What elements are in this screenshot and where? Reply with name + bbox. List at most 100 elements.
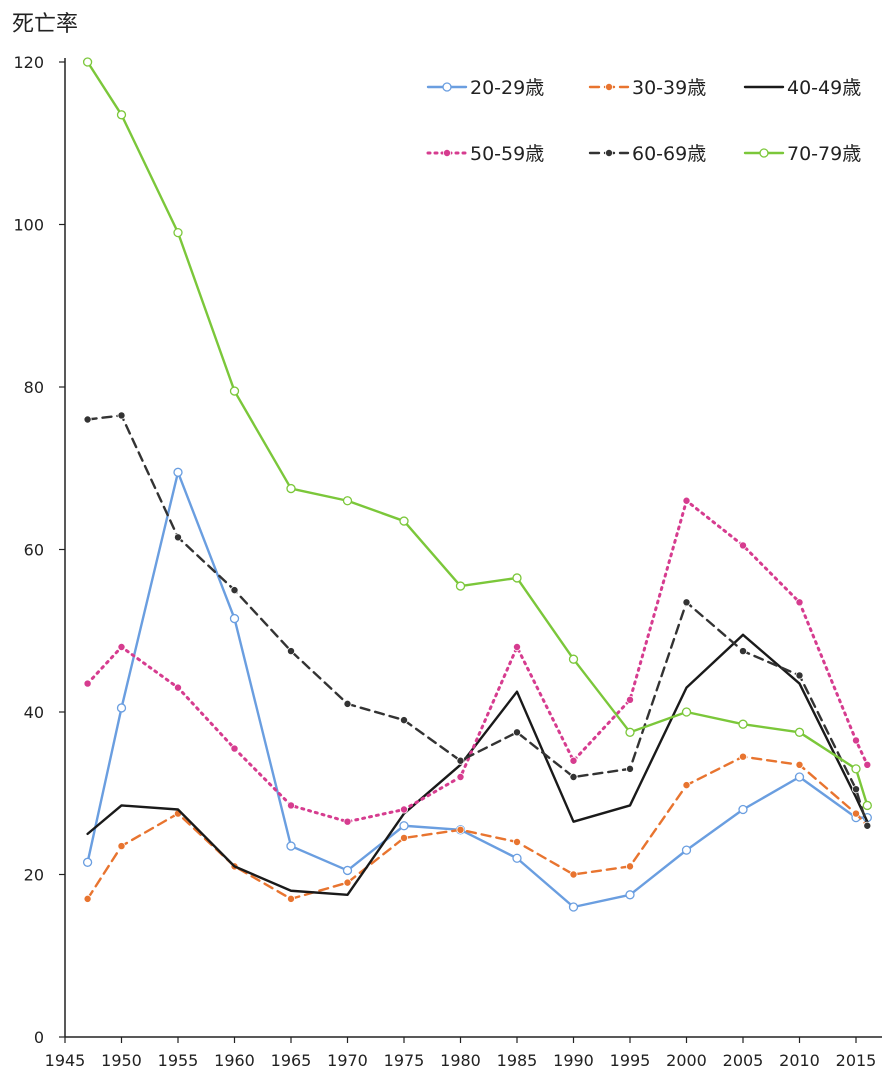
x-tick-label: 1985: [497, 1051, 538, 1070]
data-point-3-5: [343, 817, 352, 826]
legend-marker-0: [442, 82, 452, 92]
data-point-3-8: [513, 643, 522, 652]
series-line-4: [86, 414, 869, 827]
data-point-5-7: [455, 581, 466, 591]
y-tick-label: 20: [24, 866, 44, 885]
data-point-1-7: [456, 825, 465, 834]
data-point-0-3: [229, 613, 240, 624]
series-line-0: [86, 471, 869, 909]
legend-marker-1: [605, 83, 614, 92]
data-point-4-0: [83, 415, 92, 424]
data-point-0-4: [286, 841, 296, 851]
data-point-4-9: [569, 773, 578, 782]
data-point-3-1: [117, 643, 126, 652]
data-point-5-0: [82, 57, 93, 67]
data-point-4-4: [286, 647, 295, 656]
legend-label-1: 30-39歳: [632, 77, 706, 99]
data-point-5-10: [625, 727, 635, 737]
x-tick-label: 2010: [779, 1051, 820, 1070]
legend-label-5: 70-79歳: [787, 143, 861, 165]
y-tick-label: 60: [24, 541, 44, 560]
data-point-3-6: [399, 805, 408, 814]
data-point-5-6: [399, 516, 409, 526]
data-point-5-5: [342, 496, 353, 506]
data-point-4-10: [626, 764, 635, 773]
data-point-0-0: [82, 857, 93, 867]
data-point-0-11: [681, 845, 692, 855]
x-tick-label: 1995: [610, 1051, 651, 1070]
data-point-3-12: [739, 541, 748, 550]
x-tick-label: 1955: [158, 1051, 199, 1070]
data-point-4-7: [456, 756, 465, 765]
data-point-5-3: [229, 386, 240, 396]
data-point-3-15: [863, 760, 872, 769]
series-line-2: [86, 633, 869, 897]
data-point-3-11: [682, 496, 691, 505]
legend-marker-5: [759, 148, 769, 158]
x-tick-label: 1980: [440, 1051, 481, 1070]
data-point-5-2: [173, 227, 183, 238]
data-point-4-3: [230, 586, 239, 595]
data-point-1-8: [513, 838, 522, 847]
data-point-5-1: [116, 110, 127, 120]
series-line-1: [86, 755, 869, 901]
x-tick-label: 1960: [214, 1051, 255, 1070]
x-tick-label: 1945: [45, 1051, 86, 1070]
data-point-5-9: [568, 654, 579, 664]
data-point-5-11: [681, 707, 692, 717]
y-axis-label: 死亡率: [12, 12, 79, 37]
data-point-4-1: [117, 411, 126, 420]
legend-label-3: 50-59歳: [470, 143, 544, 165]
data-point-1-1: [117, 842, 126, 851]
data-point-1-11: [682, 781, 691, 790]
data-point-5-15: [862, 800, 872, 811]
data-point-5-14: [851, 764, 861, 774]
y-tick-label: 80: [24, 378, 44, 397]
data-point-0-2: [173, 467, 183, 477]
data-point-0-8: [512, 853, 522, 863]
series-line-5: [86, 60, 869, 807]
data-point-1-12: [739, 752, 748, 761]
data-point-0-12: [738, 804, 748, 815]
data-point-5-8: [512, 573, 522, 583]
data-point-4-13: [795, 671, 804, 680]
legend-marker-4: [605, 148, 614, 157]
data-point-4-15: [863, 821, 872, 830]
data-point-5-13: [794, 727, 805, 737]
x-tick-label: 1990: [553, 1051, 594, 1070]
data-point-4-11: [682, 598, 691, 607]
data-point-3-9: [569, 756, 578, 765]
data-point-3-3: [230, 744, 239, 753]
legend-label-0: 20-29歳: [470, 77, 544, 99]
data-point-1-6: [399, 833, 408, 842]
data-point-3-0: [83, 679, 92, 688]
data-point-1-14: [852, 809, 861, 818]
data-point-3-2: [173, 683, 182, 692]
data-point-3-10: [626, 695, 635, 704]
data-point-0-6: [399, 821, 409, 831]
x-tick-label: 1965: [271, 1051, 312, 1070]
data-point-4-8: [513, 728, 522, 737]
data-point-5-12: [738, 719, 748, 729]
legend-label-4: 60-69歳: [632, 143, 706, 165]
data-point-0-13: [794, 772, 805, 782]
data-point-0-5: [342, 865, 353, 876]
data-point-3-13: [795, 598, 804, 607]
x-tick-label: 1950: [101, 1051, 142, 1070]
x-tick-label: 1975: [384, 1051, 425, 1070]
y-tick-label: 120: [13, 53, 44, 72]
legend-marker-3: [442, 148, 451, 157]
data-point-1-9: [569, 870, 578, 879]
data-point-4-14: [852, 785, 861, 794]
x-tick-label: 1970: [327, 1051, 368, 1070]
legend-label-2: 40-49歳: [787, 77, 861, 99]
y-tick-label: 100: [13, 216, 44, 235]
x-tick-label: 2005: [723, 1051, 764, 1070]
data-point-3-4: [286, 801, 295, 810]
y-tick-label: 0: [34, 1028, 44, 1047]
data-point-1-10: [626, 862, 635, 871]
data-point-4-5: [343, 699, 352, 708]
y-tick-label: 40: [24, 703, 44, 722]
data-point-1-4: [286, 894, 295, 903]
